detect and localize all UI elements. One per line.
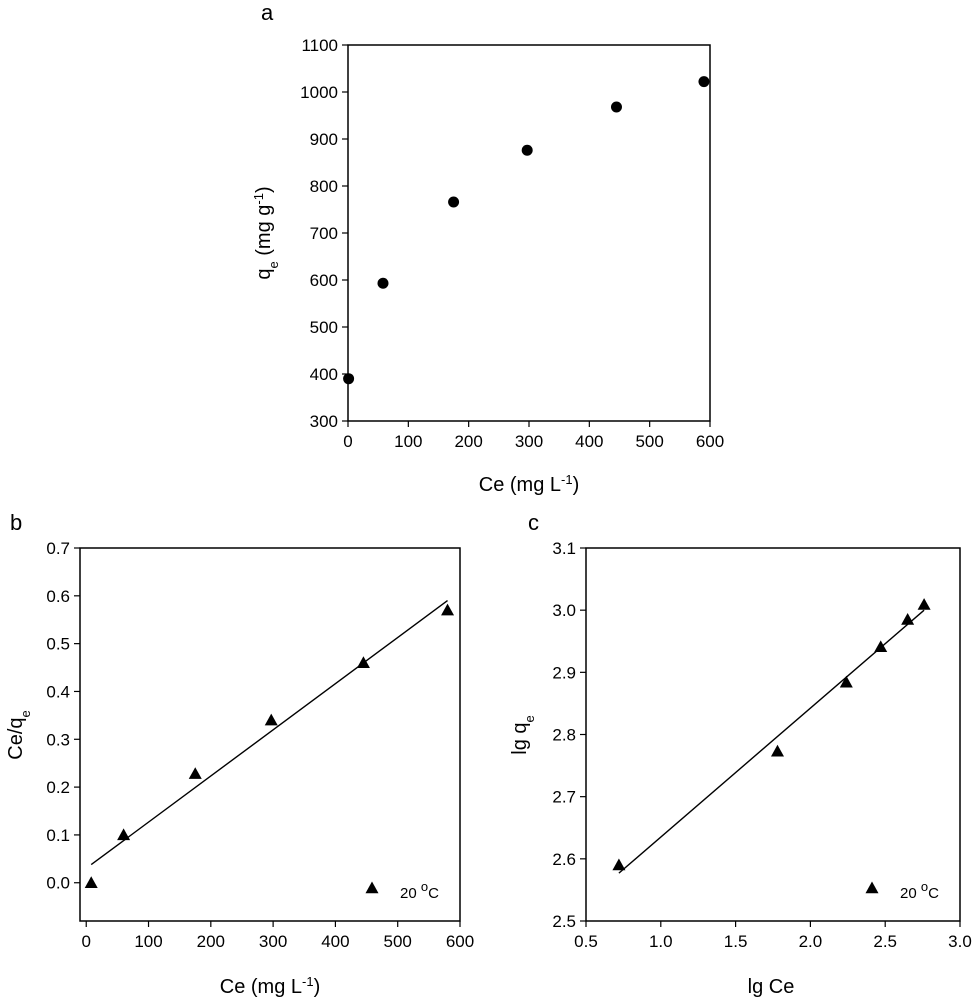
panel-c-data-point bbox=[917, 598, 931, 610]
panel-a-letter: a bbox=[261, 0, 274, 25]
panel-a-x-tick-label: 500 bbox=[635, 432, 663, 451]
panel-a-x-tick-label: 200 bbox=[454, 432, 482, 451]
panel-b-data-point bbox=[441, 603, 455, 616]
panel-b-y-tick-label: 0.6 bbox=[46, 587, 70, 606]
panel-b-x-tick-label: 200 bbox=[197, 932, 225, 951]
panel-b-data-point bbox=[117, 828, 131, 841]
panel-a-y-tick-label: 600 bbox=[310, 271, 338, 290]
panel-a-x-tick-label: 300 bbox=[515, 432, 543, 451]
panel-c-x-axis-label: lg Ce bbox=[748, 976, 795, 998]
panel-b-x-tick-label: 600 bbox=[446, 932, 474, 951]
panel-a-x-tick-label: 400 bbox=[575, 432, 603, 451]
panel-a-data-point bbox=[521, 144, 533, 156]
panel-c-legend-marker bbox=[865, 881, 879, 894]
panel-a-x-tick-label: 0 bbox=[343, 432, 352, 451]
panel-c-data-point bbox=[612, 858, 626, 871]
panel-a-data-point bbox=[610, 101, 622, 113]
panel-a-y-tick-label: 900 bbox=[310, 130, 338, 149]
panel-c-y-tick-label: 2.7 bbox=[552, 788, 576, 807]
panel-c-y-tick-label: 2.9 bbox=[552, 663, 576, 682]
panel-b-y-tick-label: 0.1 bbox=[46, 826, 70, 845]
panel-c-data-point bbox=[901, 612, 915, 625]
panel-c-legend-label: 20 oC bbox=[900, 879, 939, 903]
panel-a-y-tick-label: 500 bbox=[310, 318, 338, 337]
panel-b-y-tick-label: 0.7 bbox=[46, 539, 70, 558]
panel-b-data-point bbox=[188, 767, 202, 779]
panel-b-legend-marker bbox=[365, 881, 379, 894]
panel-a-y-tick-label: 1100 bbox=[301, 36, 338, 55]
panel-b-y-tick-label: 0.2 bbox=[46, 778, 70, 797]
panel-c-data-point bbox=[839, 675, 853, 688]
panel-c-fit-line bbox=[618, 609, 925, 874]
panel-b-x-tick-label: 500 bbox=[384, 932, 412, 951]
panel-c-y-tick-label: 3.0 bbox=[552, 601, 576, 620]
panel-b-data-point bbox=[84, 876, 98, 888]
panel-a-data-point bbox=[448, 196, 460, 208]
panel-c-x-tick-label: 1.0 bbox=[649, 932, 673, 951]
panel-c-y-tick-label: 2.6 bbox=[552, 850, 576, 869]
panel-b-data-point bbox=[264, 713, 278, 726]
panel-b-x-tick-label: 100 bbox=[134, 932, 162, 951]
panel-a-y-tick-label: 1000 bbox=[300, 83, 338, 102]
panel-b-x-tick-label: 300 bbox=[259, 932, 287, 951]
panel-a-data-point bbox=[698, 76, 710, 88]
panel-a-y-tick-label: 400 bbox=[310, 365, 338, 384]
panel-a-y-tick-label: 800 bbox=[310, 177, 338, 196]
panel-b-plot-frame bbox=[79, 547, 461, 922]
panel-b-y-tick-label: 0.5 bbox=[46, 635, 70, 654]
panel-b-chart: b 0 100 200 300 400 500 600 0.0 0.1 0.2 0.3 0.4 0.5 0… bbox=[5, 510, 474, 998]
panel-c-x-tick-label: 0.5 bbox=[574, 932, 598, 951]
panel-b-legend-label: 20 oC bbox=[400, 879, 439, 903]
panel-b-y-axis-label: Ce/qe bbox=[5, 710, 33, 759]
panel-a-plot-frame bbox=[347, 44, 711, 422]
panel-b-x-tick-label: 0 bbox=[81, 932, 90, 951]
panel-b-y-tick-label: 0.0 bbox=[46, 874, 70, 893]
panel-c-x-tick-label: 2.5 bbox=[873, 932, 897, 951]
panel-b-x-axis-label: Ce (mg L-1) bbox=[220, 974, 320, 999]
panel-b-y-tick-label: 0.4 bbox=[46, 682, 70, 701]
panel-a-chart: a 0 100 200 300 400 500 600 300 400 500 600 700 800 9… bbox=[251, 0, 725, 496]
panel-a-x-tick-label: 100 bbox=[394, 432, 422, 451]
panel-a-x-axis-label: Ce (mg L-1) bbox=[479, 472, 579, 497]
panel-c-y-tick-label: 2.8 bbox=[552, 726, 576, 745]
panel-a-x-tick-label: 600 bbox=[696, 432, 724, 451]
panel-c-y-axis-label: lg qe bbox=[509, 715, 537, 754]
panel-a-y-tick-label: 700 bbox=[310, 224, 338, 243]
panel-c-data-point bbox=[770, 744, 784, 757]
panel-c-x-tick-label: 2.0 bbox=[799, 932, 823, 951]
panel-b-x-tick-label: 400 bbox=[321, 932, 349, 951]
panel-b-letter: b bbox=[10, 510, 22, 535]
panel-b-fit-line bbox=[90, 600, 448, 866]
panel-a-data-point bbox=[377, 277, 389, 289]
panel-a-y-tick-label: 300 bbox=[310, 412, 338, 431]
panel-c-y-tick-label: 3.1 bbox=[552, 539, 576, 558]
panel-c-x-tick-label: 1.5 bbox=[724, 932, 748, 951]
panel-b-y-tick-label: 0.3 bbox=[46, 730, 70, 749]
panel-c-letter: c bbox=[528, 510, 539, 535]
panel-c-data-point bbox=[874, 640, 888, 653]
panel-c-chart: c 0.5 1.0 1.5 2.0 2.5 3.0 2.5 2.6 2.7 2.8 2.9 3.0 3.… bbox=[509, 510, 972, 998]
panel-a-y-axis-label: qe (mg g-1) bbox=[251, 186, 281, 279]
panel-a-data-point bbox=[343, 373, 355, 385]
panel-c-plot-frame bbox=[585, 547, 961, 922]
panel-b-data-point bbox=[356, 656, 370, 668]
panel-c-x-tick-label: 3.0 bbox=[948, 932, 972, 951]
panel-c-y-tick-label: 2.5 bbox=[552, 912, 576, 931]
